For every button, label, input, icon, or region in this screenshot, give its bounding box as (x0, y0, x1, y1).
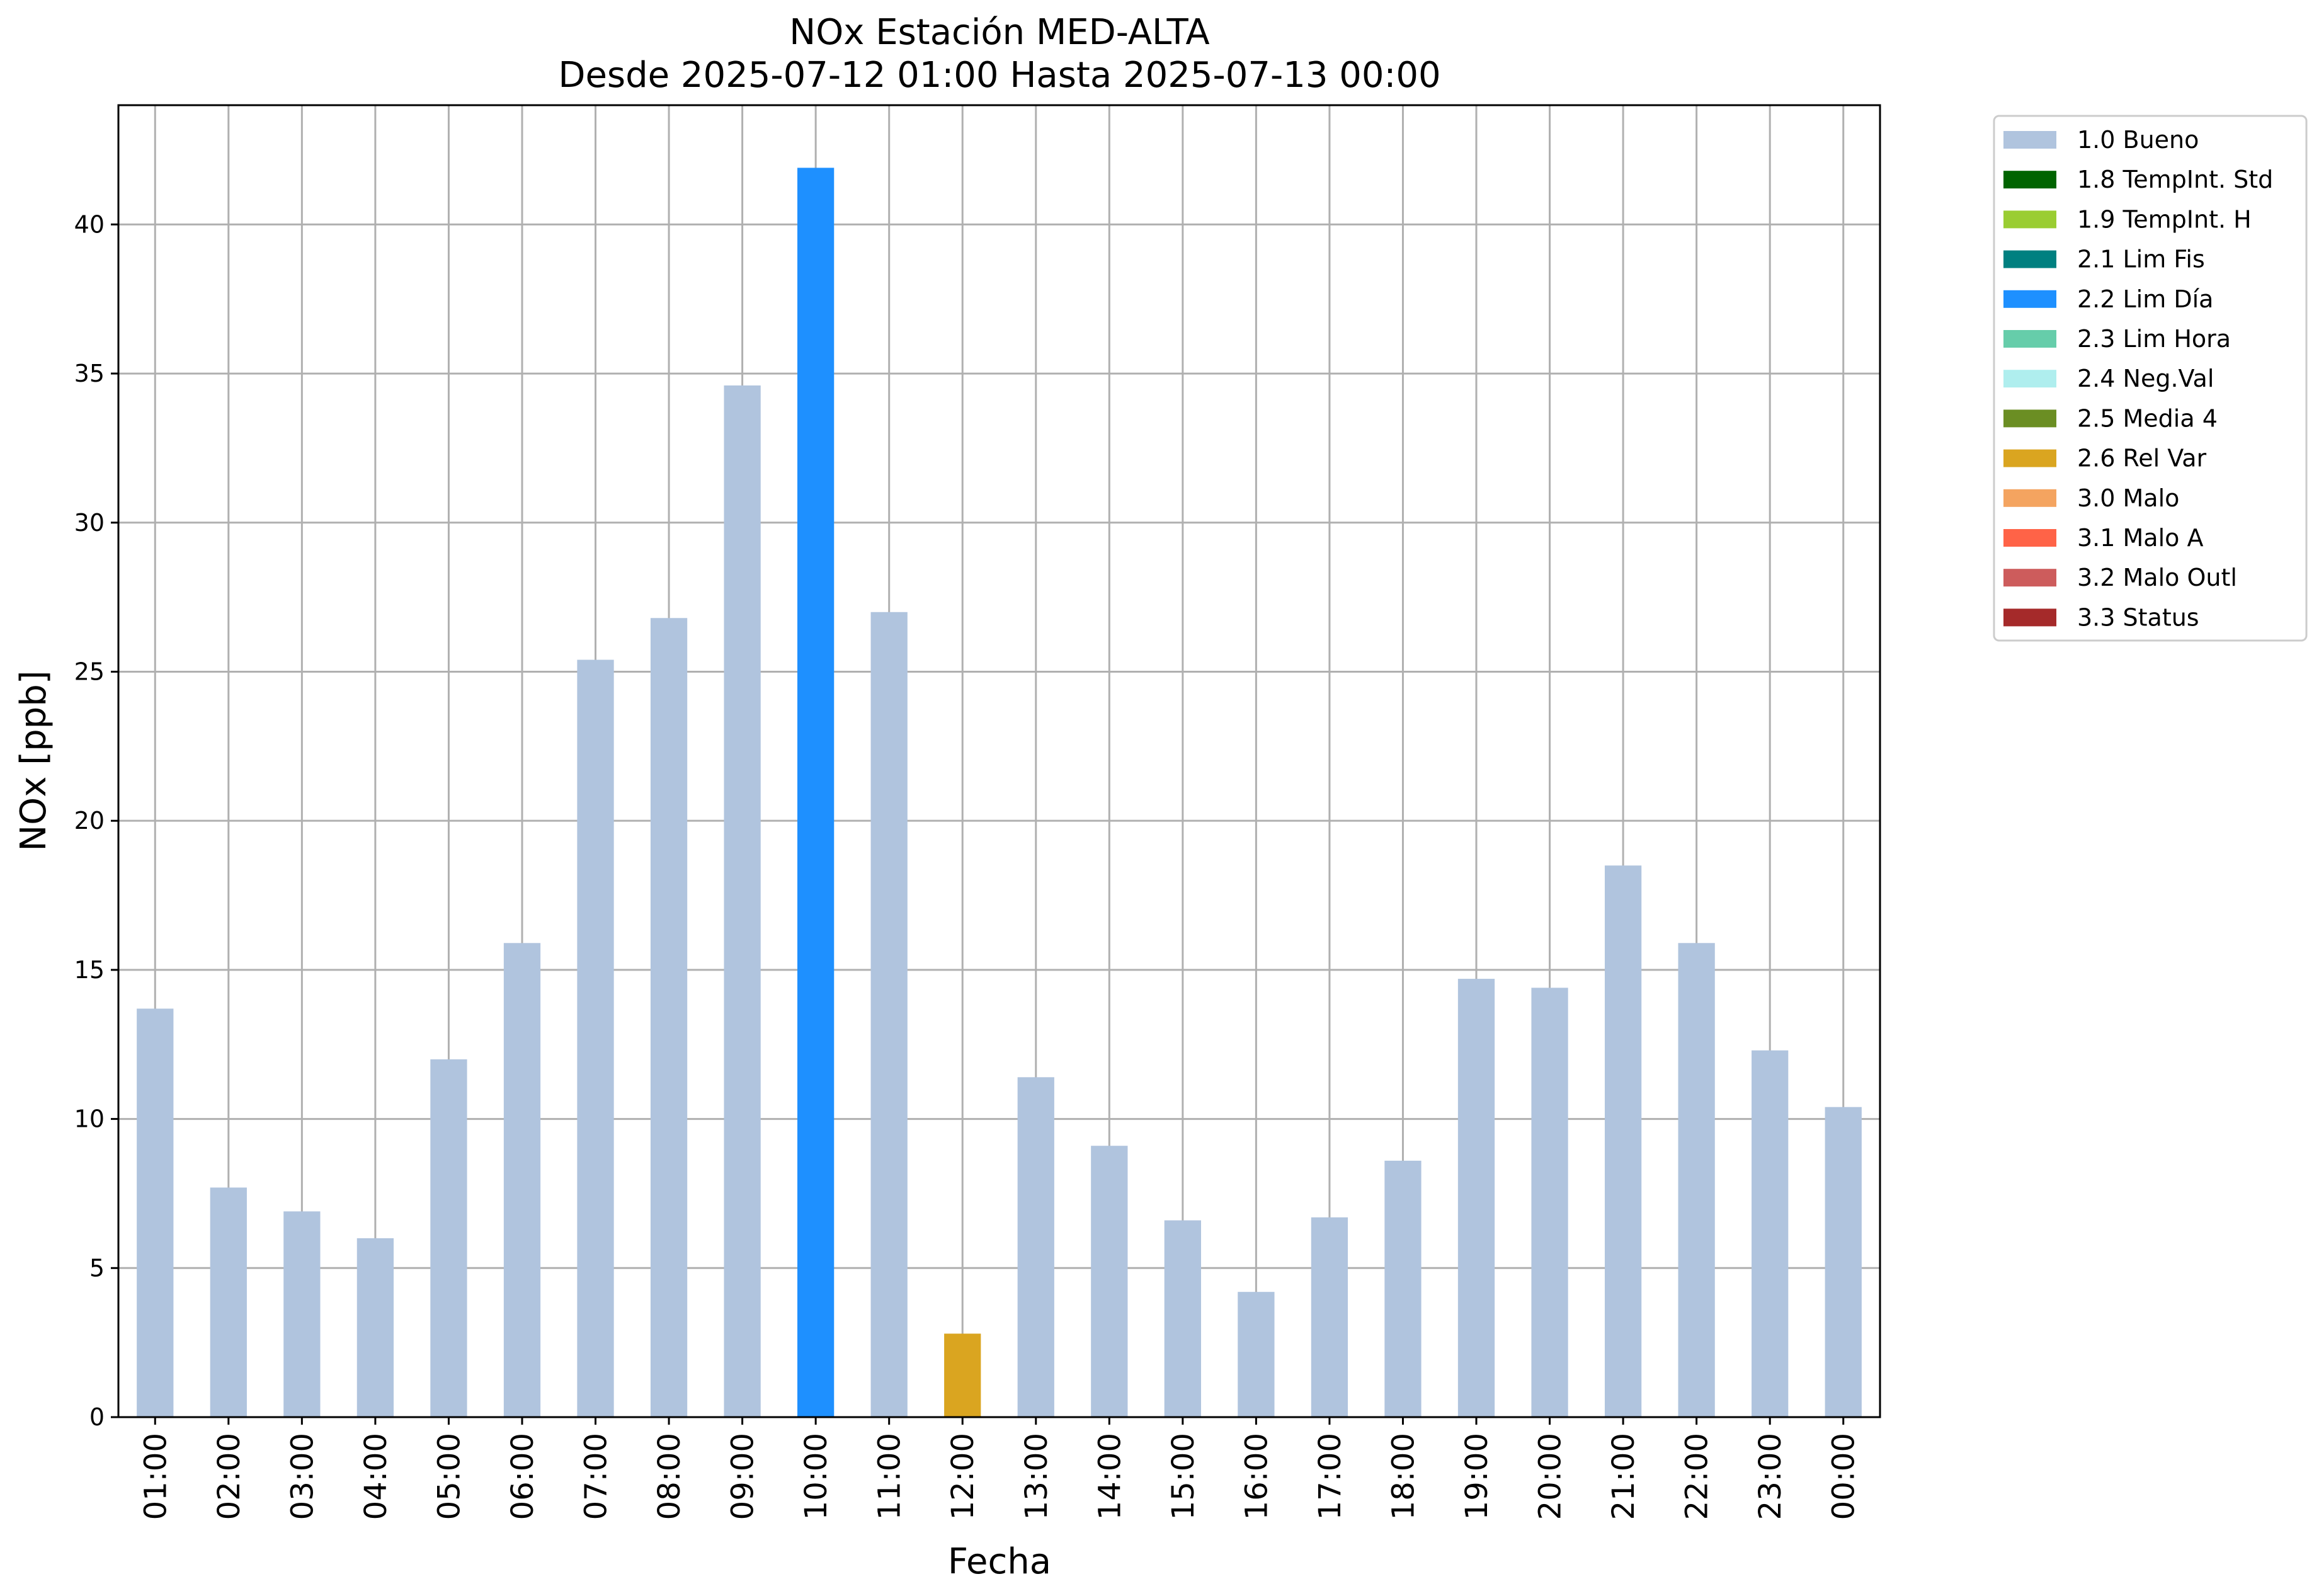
bar-23:00 (1752, 1050, 1789, 1417)
y-tick-label: 10 (74, 1105, 105, 1133)
y-axis-label: NOx [ppb] (13, 670, 54, 851)
legend: 1.0 Bueno 1.8 TempInt. Std 1.9 TempInt. H 2… (1993, 115, 2308, 642)
bar-10:00 (797, 168, 835, 1418)
x-axis-label: Fecha (948, 1541, 1051, 1582)
chart-subtitle: Desde 2025-07-12 01:00 Hasta 2025-07-13 … (558, 55, 1440, 96)
legend-label: 2.5 Media 4 (2077, 404, 2218, 432)
x-tick-label: 06:00 (505, 1433, 540, 1520)
legend-swatch (2003, 449, 2056, 467)
x-tick-label: 22:00 (1680, 1433, 1715, 1520)
x-tick-label: 00:00 (1826, 1433, 1862, 1520)
legend-label: 3.0 Malo (2077, 484, 2179, 512)
legend-swatch (2003, 171, 2056, 189)
x-tick-label: 05:00 (431, 1433, 467, 1520)
x-tick-label: 17:00 (1313, 1433, 1348, 1520)
bar-21:00 (1604, 865, 1642, 1417)
legend-swatch (2003, 330, 2056, 348)
bar-04:00 (356, 1238, 394, 1417)
y-tick-label: 30 (74, 509, 105, 537)
bar-07:00 (577, 659, 614, 1417)
y-tick-label: 5 (89, 1254, 105, 1282)
x-tick-label: 09:00 (726, 1433, 761, 1520)
x-tick-label: 07:00 (579, 1433, 614, 1520)
chart-title: NOx Estación MED-ALTA (789, 12, 1209, 53)
y-axis: 0 5 10 15 20 25 30 35 40 (74, 210, 118, 1431)
bar-06:00 (503, 943, 541, 1417)
x-tick-label: 13:00 (1019, 1433, 1054, 1520)
x-tick-label: 21:00 (1606, 1433, 1641, 1520)
bar-08:00 (650, 618, 688, 1417)
bar-18:00 (1384, 1160, 1422, 1417)
x-tick-label: 14:00 (1092, 1433, 1127, 1520)
legend-label: 3.3 Status (2077, 603, 2199, 631)
x-tick-label: 18:00 (1386, 1433, 1421, 1520)
x-tick-label: 15:00 (1166, 1433, 1201, 1520)
x-tick-label: 08:00 (652, 1433, 687, 1520)
x-tick-label: 04:00 (358, 1433, 394, 1520)
legend-swatch (2003, 250, 2056, 268)
legend-label: 1.8 TempInt. Std (2077, 166, 2273, 193)
bar-16:00 (1238, 1292, 1275, 1417)
bar-22:00 (1678, 943, 1715, 1417)
bar-12:00 (944, 1333, 981, 1417)
y-tick-label: 35 (74, 360, 105, 387)
y-tick-label: 15 (74, 956, 105, 984)
bar-09:00 (724, 385, 761, 1417)
legend-frame (1993, 115, 2308, 642)
bar-01:00 (137, 1008, 174, 1417)
legend-label: 2.6 Rel Var (2077, 445, 2207, 472)
y-tick-label: 20 (74, 807, 105, 835)
legend-label: 2.2 Lim Día (2077, 285, 2213, 313)
y-tick-label: 40 (74, 210, 105, 238)
legend-swatch (2003, 210, 2056, 229)
x-tick-label: 16:00 (1239, 1433, 1274, 1520)
bar-14:00 (1091, 1146, 1128, 1417)
legend-label: 1.9 TempInt. H (2077, 205, 2252, 233)
plot-frame (117, 104, 1881, 1418)
legend-swatch (2003, 529, 2056, 547)
bar-03:00 (283, 1211, 321, 1417)
legend-label: 2.4 Neg.Val (2077, 365, 2214, 392)
x-tick-label: 19:00 (1459, 1433, 1495, 1520)
legend-swatch (2003, 409, 2056, 428)
legend-swatch (2003, 569, 2056, 587)
y-tick-label: 0 (89, 1403, 105, 1431)
x-tick-label: 10:00 (799, 1433, 834, 1520)
x-tick-label: 23:00 (1753, 1433, 1788, 1520)
bar-19:00 (1457, 979, 1495, 1417)
bar-05:00 (430, 1059, 467, 1417)
bar-15:00 (1164, 1220, 1201, 1417)
x-tick-label: 03:00 (285, 1433, 320, 1520)
legend-label: 2.3 Lim Hora (2077, 325, 2231, 353)
x-tick-label: 11:00 (872, 1433, 908, 1520)
bar-13:00 (1017, 1077, 1054, 1417)
legend-label: 3.2 Malo Outl (2077, 564, 2237, 591)
x-tick-label: 20:00 (1533, 1433, 1568, 1520)
legend-swatch (2003, 131, 2056, 149)
legend-label: 3.1 Malo A (2077, 524, 2203, 552)
x-tick-label: 01:00 (138, 1433, 173, 1520)
bar-11:00 (870, 612, 908, 1418)
bar-00:00 (1825, 1107, 1862, 1417)
bar-17:00 (1311, 1217, 1348, 1417)
legend-label: 1.0 Bueno (2077, 126, 2199, 154)
legend-swatch (2003, 290, 2056, 308)
x-tick-label: 12:00 (945, 1433, 981, 1520)
legend-swatch (2003, 370, 2056, 388)
legend-swatch (2003, 608, 2056, 627)
x-axis: 01:00 02:00 03:00 04:00 05:00 06:00 07:00 08:00… (138, 1417, 1862, 1520)
x-tick-label: 02:00 (212, 1433, 247, 1520)
legend-swatch (2003, 489, 2056, 507)
bar-20:00 (1531, 988, 1568, 1417)
y-tick-label: 25 (74, 658, 105, 685)
bars (137, 168, 1862, 1418)
legend-label: 2.1 Lim Fis (2077, 246, 2205, 273)
bar-02:00 (210, 1187, 247, 1417)
